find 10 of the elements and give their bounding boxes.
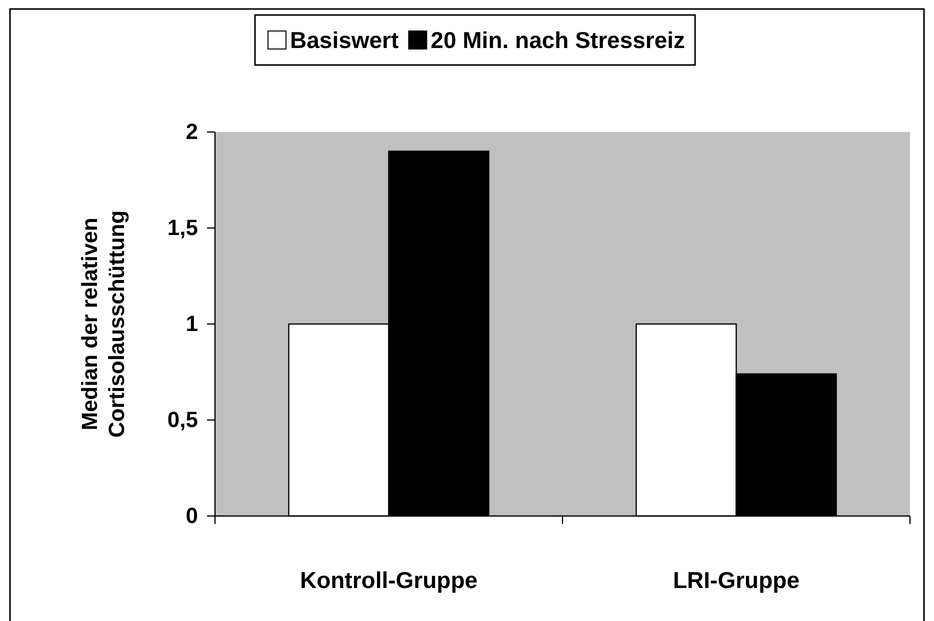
- y-tick-label: 1,5: [167, 215, 198, 240]
- y-axis-title: Median der relativen Cortisolausschüttung: [77, 210, 129, 438]
- y-tick-label: 0,5: [167, 407, 198, 432]
- x-tick-label: Kontroll-Gruppe: [300, 567, 478, 593]
- x-tick-label: LRI-Gruppe: [673, 567, 800, 593]
- y-tick-label: 0: [186, 503, 198, 528]
- y-tick-label: 2: [186, 119, 198, 144]
- y-tick-label: 1: [186, 311, 198, 336]
- legend-label: Basiswert: [290, 27, 400, 53]
- legend-label: 20 Min. nach Stressreiz: [430, 27, 686, 53]
